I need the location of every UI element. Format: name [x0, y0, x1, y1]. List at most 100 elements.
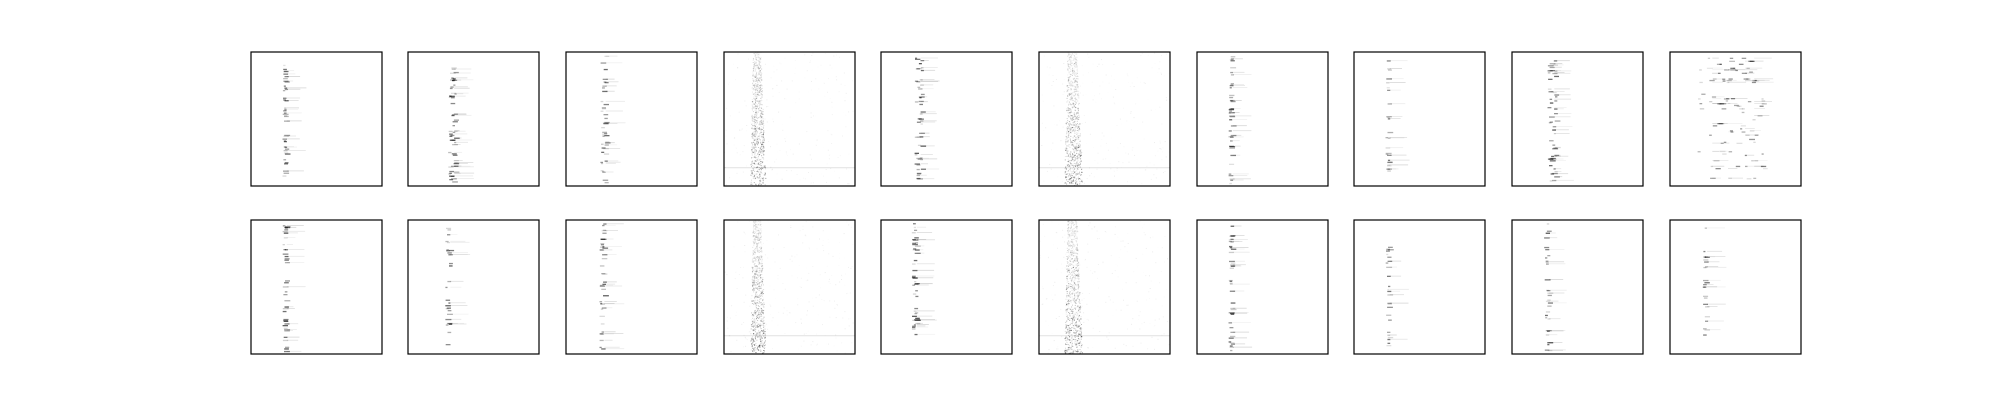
heat-cell — [919, 96, 925, 98]
heat-cell — [1229, 85, 1234, 87]
heat-cell — [1066, 292, 1068, 294]
heat-cell — [1072, 67, 1073, 69]
heat-cell — [445, 344, 451, 346]
heat-cell — [1712, 103, 1731, 104]
heat-cell — [1072, 73, 1074, 75]
heat-cell — [755, 265, 757, 266]
heat-cell — [758, 227, 760, 229]
heat-cell — [1548, 122, 1552, 124]
heat-cell — [1074, 158, 1076, 160]
heat-cell — [1549, 121, 1553, 123]
heat-cell — [284, 120, 290, 122]
heat-cell — [754, 227, 756, 229]
heat-cell — [760, 342, 762, 344]
heat-cell — [765, 173, 766, 175]
heat-cell — [1749, 130, 1755, 132]
heat-cell — [1554, 116, 1571, 118]
heat-cell — [751, 303, 753, 304]
heat-cell — [1066, 101, 1068, 103]
heat-cell — [742, 277, 744, 279]
heat-cell — [920, 123, 923, 125]
heat-cell — [761, 330, 763, 331]
heat-cell — [756, 93, 758, 95]
heat-cell — [1073, 237, 1074, 238]
heat-cell — [1067, 305, 1069, 307]
heat-cell — [1073, 96, 1075, 97]
heat-cell — [752, 267, 754, 269]
heat-cell — [1070, 286, 1072, 288]
heat-cell — [1077, 268, 1079, 270]
heat-cell — [754, 76, 756, 78]
heat-cell — [1712, 81, 1723, 83]
heat-cell — [755, 284, 757, 286]
heat-cell — [1068, 145, 1070, 147]
heat-cell — [1076, 132, 1078, 134]
heat-cell — [755, 271, 757, 273]
heat-cell — [757, 94, 759, 95]
heat-cell — [753, 131, 755, 133]
heat-cell — [920, 60, 925, 62]
heat-cell — [754, 312, 756, 313]
heat-cell — [1067, 64, 1069, 66]
heat-cell — [748, 58, 749, 60]
heat-cell — [1071, 115, 1073, 117]
heat-cell — [1068, 124, 1069, 125]
heat-cell — [1077, 284, 1079, 286]
panel-frame — [565, 219, 698, 355]
heat-cell — [760, 149, 762, 151]
heat-cell — [1074, 154, 1076, 156]
heat-cell — [1077, 84, 1079, 86]
heat-cell — [1070, 278, 1072, 280]
heat-cell — [1712, 57, 1719, 59]
heat-cell — [1079, 178, 1081, 180]
heat-cell — [1079, 302, 1081, 304]
heat-cell — [601, 273, 606, 275]
heat-cell — [605, 144, 618, 146]
heat-cell — [1065, 141, 1067, 143]
heat-cell — [831, 114, 833, 116]
heat-cell — [753, 287, 755, 289]
heat-cell — [839, 253, 840, 254]
heat-cell — [1076, 351, 1077, 353]
heat-cell — [753, 347, 755, 349]
heat-cell — [1074, 66, 1076, 68]
heat-cell — [1078, 104, 1080, 106]
heat-cell — [1736, 105, 1742, 107]
heat-cell — [600, 246, 604, 248]
heat-cell — [1102, 64, 1104, 66]
heat-cell — [756, 137, 758, 139]
heat-cell — [1073, 146, 1074, 147]
heat-cell — [757, 169, 758, 171]
heat-cell — [920, 168, 940, 170]
heat-cell — [447, 310, 452, 312]
heat-cell — [753, 139, 755, 141]
heat-cell — [1077, 113, 1079, 114]
heat-cell — [760, 76, 762, 78]
heat-cell — [1076, 294, 1078, 296]
heat-cell — [761, 146, 763, 148]
heat-cell — [752, 251, 754, 253]
heat-cell — [756, 265, 758, 267]
heat-cell — [766, 99, 768, 101]
heat-cell — [751, 270, 753, 272]
heat-cell — [1081, 336, 1082, 338]
heat-cell — [1072, 241, 1074, 243]
panel-r0-c1 — [407, 51, 540, 187]
heat-cell — [754, 150, 756, 152]
heat-cell — [1068, 347, 1070, 349]
heat-cell — [1065, 166, 1067, 168]
heat-cell — [812, 305, 814, 307]
heat-cell — [1072, 69, 1074, 71]
heat-cell — [851, 342, 853, 344]
heat-cell — [1074, 339, 1076, 340]
heat-cell — [1066, 179, 1068, 181]
heat-cell — [1076, 65, 1078, 67]
heat-cell — [1080, 149, 1082, 151]
heat-cell — [912, 243, 918, 246]
heat-cell — [1075, 180, 1076, 181]
heat-cell — [743, 322, 745, 323]
heat-cell — [284, 262, 290, 264]
heat-cell — [919, 120, 924, 122]
heat-cell — [1065, 149, 1067, 151]
heat-cell — [758, 164, 760, 165]
